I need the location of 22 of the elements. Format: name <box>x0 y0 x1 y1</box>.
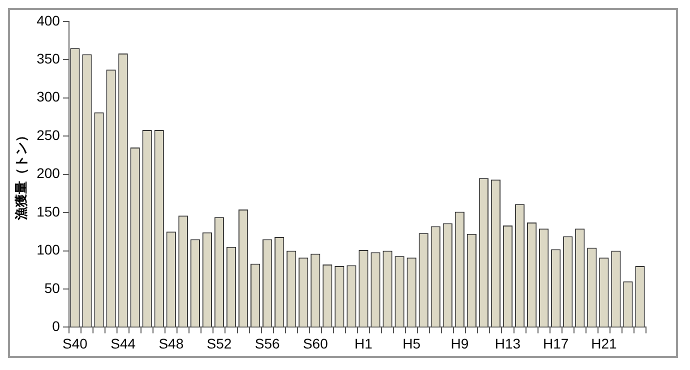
x-tick-label: S52 <box>206 335 232 352</box>
x-tick-label: S56 <box>254 335 280 352</box>
y-tick-label: 250 <box>36 126 60 143</box>
y-tick-label: 300 <box>36 88 60 105</box>
x-tick-label: S60 <box>302 335 328 352</box>
y-axis-title: 漁獲量（トン） <box>13 128 28 221</box>
x-tick-label: H9 <box>450 335 469 352</box>
y-tick-label: 100 <box>36 242 60 258</box>
x-tick-label: S40 <box>62 335 88 352</box>
x-tick-label: H17 <box>542 335 569 352</box>
y-tick-label: 400 <box>36 12 60 28</box>
y-tick-label: 350 <box>36 50 60 66</box>
y-tick-label: 150 <box>36 203 60 220</box>
x-tick-label: S44 <box>110 335 136 352</box>
y-tick-label: 0 <box>52 318 60 334</box>
y-tick-label: 50 <box>44 280 60 296</box>
x-tick-label: H1 <box>354 335 373 352</box>
x-tick-label: H5 <box>402 335 421 352</box>
x-tick-label: H13 <box>494 335 521 352</box>
x-tick-label: H21 <box>591 335 617 352</box>
y-tick-label: 200 <box>36 165 60 182</box>
x-tick-label: S48 <box>158 335 184 352</box>
